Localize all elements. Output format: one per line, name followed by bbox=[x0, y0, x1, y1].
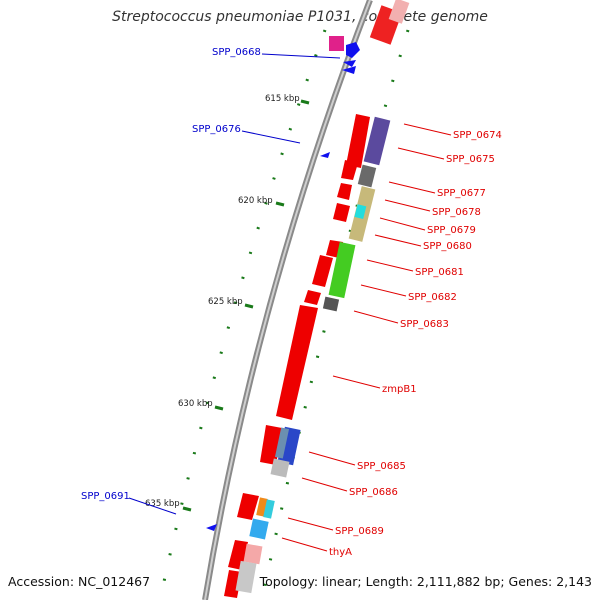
cds-spp0682 bbox=[304, 290, 321, 305]
label-spp0689[interactable]: SPP_0689 bbox=[335, 526, 384, 537]
outer-track-right bbox=[260, 29, 410, 600]
leader-spp0675 bbox=[397, 147, 445, 160]
cds-thyA-2 bbox=[224, 570, 242, 598]
label-spp0685[interactable]: SPP_0685 bbox=[357, 461, 406, 472]
leader-spp0677 bbox=[388, 181, 436, 194]
label-spp0679[interactable]: SPP_0679 bbox=[427, 225, 476, 236]
leader-spp0681 bbox=[366, 259, 414, 272]
leader-spp0683 bbox=[353, 310, 399, 324]
label-spp0675[interactable]: SPP_0675 bbox=[446, 154, 495, 165]
cds-spp0689 bbox=[237, 493, 259, 520]
domain-thyA-gray bbox=[235, 560, 257, 594]
reverse-arrow-b bbox=[343, 60, 356, 67]
leader-thyA bbox=[281, 537, 328, 552]
cds-zmpB1 bbox=[276, 305, 318, 420]
domain-spp0675 bbox=[357, 164, 377, 188]
leader-spp0689 bbox=[287, 517, 334, 531]
domain-spp0683-gray bbox=[322, 296, 340, 312]
tick-mark-625 bbox=[244, 303, 254, 309]
top-cds-light bbox=[388, 0, 410, 24]
label-spp0686[interactable]: SPP_0686 bbox=[349, 487, 398, 498]
domain-spp0681-green bbox=[328, 241, 356, 299]
cds-spp0675 bbox=[341, 160, 358, 180]
leader-zmpB1 bbox=[332, 375, 381, 389]
accession-info: Accession: NC_012467 bbox=[8, 574, 151, 589]
forward-leader-lines bbox=[281, 123, 452, 552]
reverse-leader-lines bbox=[128, 53, 341, 515]
leader-spp0674 bbox=[403, 123, 452, 136]
reverse-arrow-a bbox=[346, 42, 360, 58]
label-spp0668[interactable]: SPP_0668 bbox=[212, 47, 261, 58]
domain-spp0685-steel bbox=[274, 427, 290, 459]
tick-label-635: 635 kbp bbox=[145, 499, 180, 509]
label-spp0681[interactable]: SPP_0681 bbox=[415, 267, 464, 278]
label-spp0691[interactable]: SPP_0691 bbox=[81, 491, 130, 502]
cds-spp0674 bbox=[346, 114, 370, 168]
domain-spp0689-sky bbox=[249, 518, 269, 540]
domain-spp0686-gray bbox=[270, 458, 290, 478]
reverse-marker-spp0691 bbox=[206, 524, 217, 531]
tick-label-615: 615 kbp bbox=[265, 94, 300, 104]
label-spp0674[interactable]: SPP_0674 bbox=[453, 130, 502, 141]
tick-label-625: 625 kbp bbox=[208, 297, 243, 307]
cds-spp0681 bbox=[312, 255, 333, 287]
label-spp0676[interactable]: SPP_0676 bbox=[192, 124, 241, 135]
label-spp0683[interactable]: SPP_0683 bbox=[400, 319, 449, 330]
domain-spp0689-cyan bbox=[263, 499, 275, 519]
domain-spp0678-cyan bbox=[354, 204, 367, 220]
forward-gene-labels: SPP_0674 SPP_0675 SPP_0677 SPP_0678 SPP_… bbox=[329, 130, 502, 558]
domain-thyA-pink bbox=[243, 543, 263, 565]
domain-spp0674 bbox=[363, 116, 391, 166]
cds-spp0677 bbox=[337, 183, 352, 200]
tick-label-630: 630 kbp bbox=[178, 399, 213, 409]
tick-mark-620 bbox=[275, 201, 285, 207]
leader-spp0679 bbox=[379, 217, 426, 231]
reverse-gene-labels: SPP_0668 SPP_0676 SPP_0691 bbox=[81, 47, 261, 502]
cds-spp0679 bbox=[333, 203, 350, 222]
label-spp0680[interactable]: SPP_0680 bbox=[423, 241, 472, 252]
leader-spp0685 bbox=[308, 451, 356, 466]
label-zmpB1[interactable]: zmpB1 bbox=[382, 384, 417, 395]
reverse-marker-spp0676 bbox=[320, 152, 330, 158]
reverse-arrow-c bbox=[342, 66, 356, 74]
label-spp0677[interactable]: SPP_0677 bbox=[437, 188, 486, 199]
tick-mark-635 bbox=[182, 506, 192, 512]
top-cds-magenta bbox=[329, 36, 344, 51]
leader-spp0676 bbox=[241, 130, 301, 144]
genome-summary: Topology: linear; Length: 2,111,882 bp; … bbox=[259, 574, 592, 589]
genome-backbone-highlight bbox=[204, 0, 371, 600]
tick-mark-615 bbox=[300, 99, 310, 105]
leader-spp0680 bbox=[374, 234, 422, 247]
tick-label-620: 620 kbp bbox=[238, 196, 273, 206]
leader-spp0691 bbox=[128, 497, 177, 515]
label-spp0682[interactable]: SPP_0682 bbox=[408, 292, 457, 303]
tick-mark-630 bbox=[214, 405, 224, 411]
leader-spp0686 bbox=[301, 477, 348, 492]
label-thyA[interactable]: thyA bbox=[329, 547, 352, 558]
leader-spp0678 bbox=[384, 199, 431, 212]
label-spp0678[interactable]: SPP_0678 bbox=[432, 207, 481, 218]
leader-spp0668 bbox=[261, 53, 341, 59]
leader-spp0682 bbox=[360, 284, 407, 297]
